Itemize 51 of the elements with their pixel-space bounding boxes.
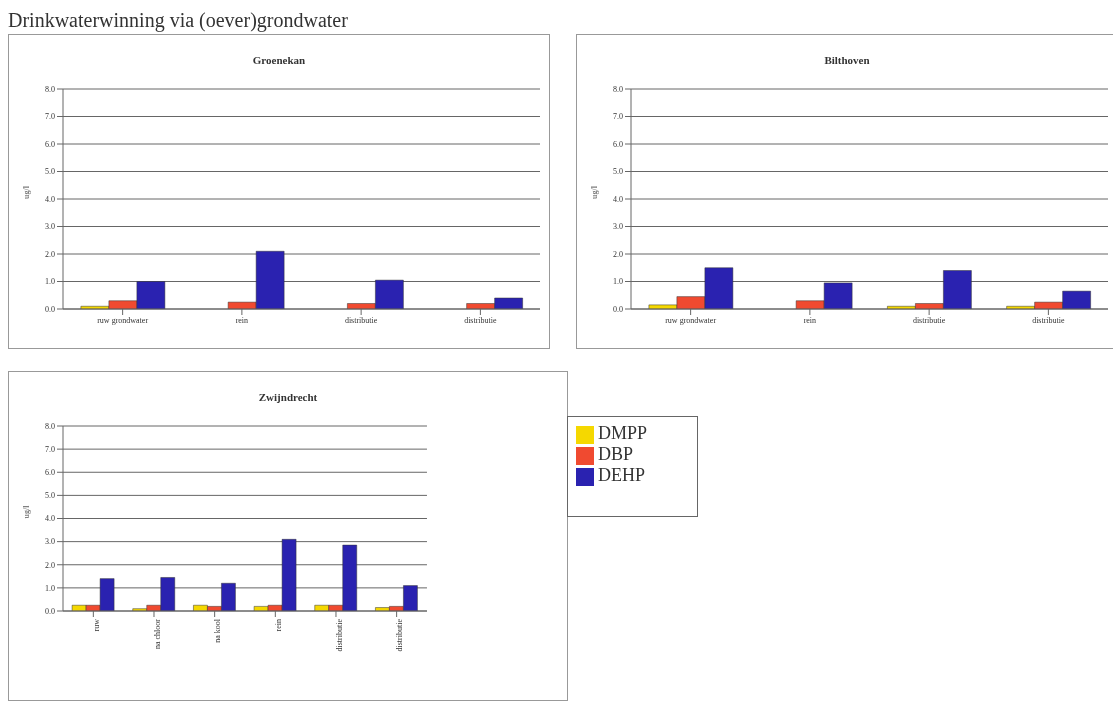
y-tick-label: 1.0 [613,277,623,287]
x-tick-label: distributie [912,315,946,325]
y-tick-label: 8.0 [45,421,55,431]
x-tick-label: na chloor [152,618,162,649]
x-tick-label: distributie [344,315,378,325]
chart-title: Bilthoven [823,54,871,66]
legend-label: DEHP [597,465,645,485]
y-axis-title: ug/l [589,185,599,199]
y-tick-label: 8.0 [613,84,623,94]
y-tick-label: 7.0 [613,112,623,122]
x-tick-label: distributie [464,315,498,325]
y-tick-label: 6.0 [45,139,55,149]
y-tick-label: 4.0 [45,514,55,524]
legend-label: DMPP [597,423,647,443]
y-tick-label: 6.0 [613,139,623,149]
x-tick-label: rein [803,315,817,325]
y-tick-label: 5.0 [613,167,623,177]
x-tick-label: ruw [92,618,102,632]
y-tick-label: 4.0 [45,194,55,204]
y-tick-label: 4.0 [613,194,623,204]
y-tick-label: 6.0 [45,468,55,478]
y-tick-label: 8.0 [45,84,55,94]
y-tick-label: 1.0 [45,583,55,593]
y-tick-label: 2.0 [45,560,55,570]
y-tick-label: 0.0 [45,304,55,314]
x-tick-label: distributie [334,618,344,652]
y-axis-title: ug/l [21,185,31,199]
x-tick-label: distributie [395,618,405,652]
y-tick-label: 3.0 [45,537,55,547]
y-tick-label: 1.0 [45,277,55,287]
x-tick-label: rein [235,315,249,325]
x-tick-label: rein [274,619,283,632]
chart-title: Groenekan [251,54,307,66]
y-tick-label: 3.0 [613,222,623,232]
y-tick-label: 7.0 [45,112,55,122]
x-tick-label: na kool [213,618,223,643]
x-tick-label: distributie [1032,315,1066,325]
y-axis-title: ug/l [21,504,31,519]
y-tick-label: 7.0 [45,444,55,454]
y-tick-label: 2.0 [613,249,623,259]
y-tick-label: 0.0 [45,606,55,616]
x-tick-label: ruw grondwater [665,315,717,325]
y-tick-label: 5.0 [45,491,55,501]
y-tick-label: 3.0 [45,222,55,232]
y-tick-label: 0.0 [613,304,623,314]
x-tick-label: ruw grondwater [97,315,149,325]
y-tick-label: 5.0 [45,167,55,177]
y-tick-label: 2.0 [45,249,55,259]
legend-label: DBP [597,444,633,464]
chart-title: Zwijndrecht [257,391,319,403]
text: Drinkwaterwinning via (oever)grondwater [8,8,349,32]
